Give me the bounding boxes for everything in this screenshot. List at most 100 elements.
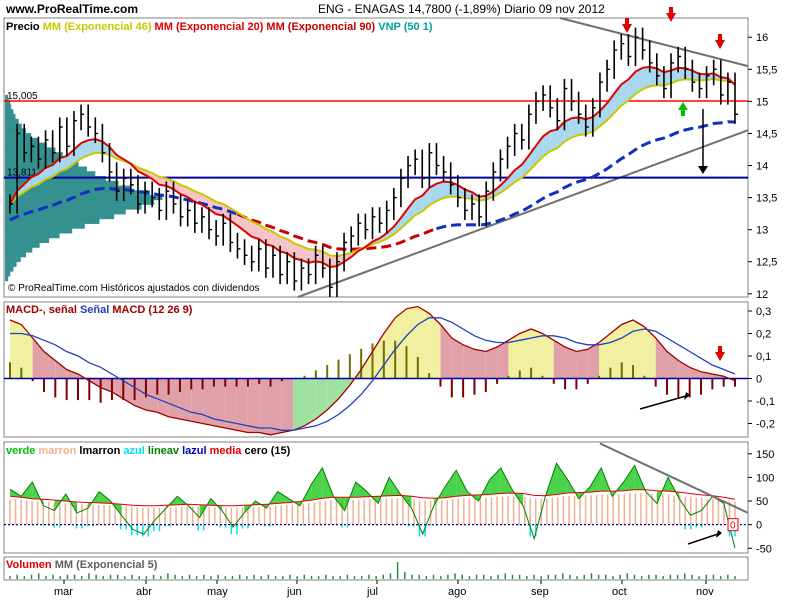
ema-fill [265, 229, 273, 247]
legend-item: MACD-, [6, 304, 46, 316]
volume-profile-bin [5, 204, 142, 210]
ema-fill [493, 185, 501, 197]
macd-fill [259, 378, 271, 435]
ema-fill [415, 195, 423, 216]
macd-fill [179, 378, 192, 422]
macd-fill [191, 378, 203, 424]
volume-profile-bin [5, 276, 9, 282]
x-tick-label: nov [696, 586, 714, 598]
macd-fill [157, 378, 169, 417]
legend-item: azul [120, 445, 144, 457]
legend-item: MM (Exponencial 20) [152, 21, 264, 33]
signal-line [10, 317, 736, 431]
legend-item: Señal [77, 304, 109, 316]
volume-profile-bin [5, 257, 21, 263]
ema-fill [436, 181, 444, 202]
macd-fill [463, 344, 475, 379]
legend-item: MM (Exponencial 5) [52, 559, 158, 571]
macd-divergence-arrow [639, 395, 687, 410]
ema-fill [315, 249, 323, 263]
verde-fill [456, 470, 468, 497]
sell-arrow-stem-0 [625, 18, 629, 24]
x-tick-label: may [207, 586, 228, 598]
x-tick-label: sep [531, 586, 549, 598]
volume-profile-bin [5, 261, 17, 267]
ema-fill [88, 138, 96, 156]
volume-profile-bin [5, 266, 14, 272]
y-tick-label: -0,2 [756, 419, 775, 431]
ema90-line [236, 212, 437, 251]
macd-fill [417, 306, 430, 379]
y-tick-label: 0 [756, 520, 762, 532]
sell-arrow-stem-2 [718, 34, 722, 40]
sell-arrow-2 [715, 40, 725, 49]
ema-fill [386, 226, 394, 239]
legend-item: lineav [145, 445, 180, 457]
macd-fill [21, 324, 33, 379]
macd-fill [361, 351, 373, 379]
macd-fill [315, 378, 328, 419]
ema-fill [635, 67, 643, 94]
volume-profile-bin [5, 214, 115, 220]
macd-fill [542, 333, 554, 379]
ema-fill [95, 138, 103, 153]
volume-profile-bin [5, 156, 71, 162]
price-note: © ProRealTime.com Históricos ajustados c… [8, 283, 260, 294]
macd-fill [281, 378, 294, 433]
volume-panel: Volumen MM (Exponencial 5) [6, 559, 736, 579]
macd-fill [202, 378, 214, 426]
volume-profile-bin [5, 114, 16, 120]
macd-fill [485, 347, 498, 379]
volume-profile-bin [5, 233, 60, 239]
ema-fill [159, 176, 167, 186]
y-tick-label: -0,1 [756, 396, 775, 408]
legend-item: verde [6, 445, 35, 457]
macd-fill [678, 360, 690, 379]
macd-fill [497, 340, 509, 379]
macd-fill [474, 349, 486, 379]
ema-fill [152, 172, 160, 185]
verde-fill [445, 470, 457, 498]
macd-fill [10, 320, 22, 379]
sell-arrow-1 [666, 13, 676, 22]
macd-panel: 0,3 0,2 0,1 0 -0,1 -0,2 MACD-, señal Señal MAC… [4, 304, 775, 436]
buy-arrow [678, 102, 688, 110]
macd-fill [395, 308, 407, 379]
volume-profile-bin [5, 133, 32, 139]
y-tick-label: 50 [756, 496, 768, 508]
macd-fill [236, 378, 248, 433]
legend-item: Precio [6, 21, 40, 33]
volume-profile-bin [5, 223, 85, 229]
verde-fill [590, 467, 602, 493]
volume-profile-bin [5, 147, 56, 153]
y-tick-label: 0 [756, 374, 762, 386]
volume-profile-bin [5, 185, 131, 191]
macd-fill [213, 378, 226, 428]
macd-fill [270, 378, 282, 435]
volume-profile-bin [5, 199, 155, 205]
macd-divergence-head [684, 392, 690, 400]
macd-fill [451, 338, 464, 379]
ema-fill [81, 140, 89, 159]
volume-profile-bin [5, 252, 26, 258]
trend-line-support [297, 129, 749, 298]
verde-fill [556, 463, 568, 495]
osc-divergence-arrow [687, 533, 719, 545]
ema-fill [280, 236, 288, 254]
y-tick-label: 13,5 [756, 193, 777, 205]
macd-fill [610, 324, 622, 379]
macd-fill [565, 347, 577, 379]
ema-fill [621, 79, 629, 106]
ema-fill [308, 249, 316, 263]
y-tick-label: 12 [756, 289, 768, 301]
macd-fill [293, 378, 305, 431]
ema-fill [550, 129, 558, 152]
ema-fill [102, 141, 110, 155]
site-title: www.ProRealTime.com [6, 2, 139, 16]
volume-profile-bin [5, 123, 22, 129]
macd-fill [429, 313, 441, 379]
ema-fill [336, 254, 345, 267]
macd-fill [168, 378, 180, 419]
macd-fill [508, 333, 520, 379]
